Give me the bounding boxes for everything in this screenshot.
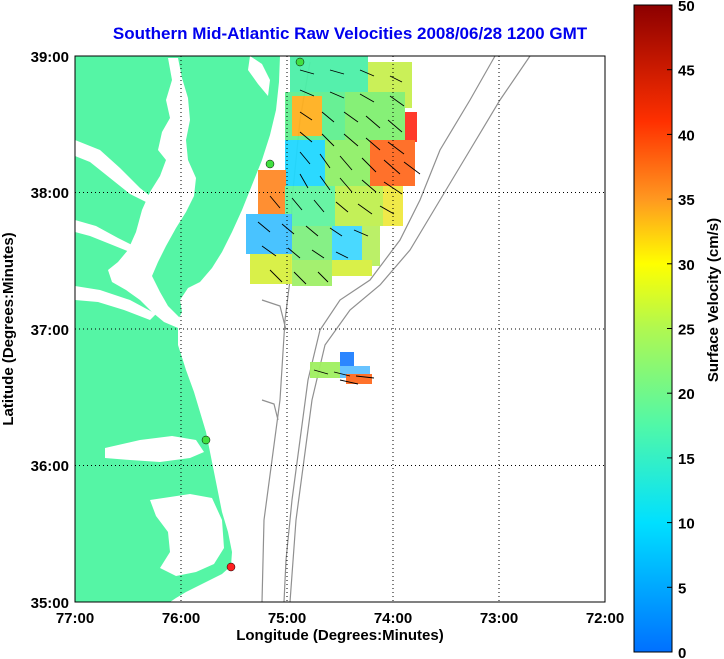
y-tick-label: 36:00 <box>31 458 69 475</box>
y-tick-label: 39:00 <box>31 49 69 66</box>
station-marker <box>295 57 305 67</box>
york-james-river <box>75 286 156 320</box>
potomac-river <box>75 140 150 202</box>
y-tick-label: 38:00 <box>31 185 69 202</box>
colorbar-tick-label: 25 <box>678 322 695 339</box>
colorbar-tick-label: 15 <box>678 451 695 468</box>
station-marker <box>265 159 275 169</box>
colorbar-tick-label: 20 <box>678 386 695 403</box>
colorbar <box>633 4 673 653</box>
grid-lines <box>75 56 605 602</box>
station-marker <box>201 435 211 445</box>
y-axis-label: Latitude (Degrees:Minutes) <box>0 232 17 425</box>
colorbar-ticks <box>667 4 672 653</box>
x-tick-label: 74:00 <box>374 610 412 627</box>
rappahannock-river <box>75 220 134 252</box>
colorbar-tick-label: 0 <box>678 645 686 659</box>
colorbar-tick-label: 50 <box>678 0 695 15</box>
colorbar-tick-label: 10 <box>678 516 695 533</box>
colorbar-tick-label: 35 <box>678 192 695 209</box>
velocity-patches <box>246 56 417 384</box>
x-tick-label: 72:00 <box>586 610 624 627</box>
x-tick-label: 77:00 <box>56 610 94 627</box>
velocity-arrows <box>257 69 421 385</box>
x-tick-label: 76:00 <box>162 610 200 627</box>
pamlico-sound <box>150 494 224 576</box>
colorbar-tick-label: 40 <box>678 127 695 144</box>
plot-frame <box>74 55 606 603</box>
y-tick-label: 35:00 <box>31 595 69 612</box>
station-marker <box>226 562 236 572</box>
colorbar-tick-label: 5 <box>678 580 686 597</box>
x-tick-label: 75:00 <box>268 610 306 627</box>
colorbar-tick-label: 30 <box>678 257 695 274</box>
x-tick-label: 73:00 <box>480 610 518 627</box>
colorbar-label: Surface Velocity (cm/s) <box>705 218 722 382</box>
x-axis-label: Longitude (Degrees:Minutes) <box>236 627 444 644</box>
map-title: Southern Mid-Atlantic Raw Velocities 200… <box>112 24 588 43</box>
land-mass <box>75 56 280 602</box>
colorbar-tick-label: 45 <box>678 63 695 80</box>
delaware-bay <box>248 56 270 96</box>
y-tick-label: 37:00 <box>31 322 69 339</box>
albemarle-sound <box>105 436 204 462</box>
